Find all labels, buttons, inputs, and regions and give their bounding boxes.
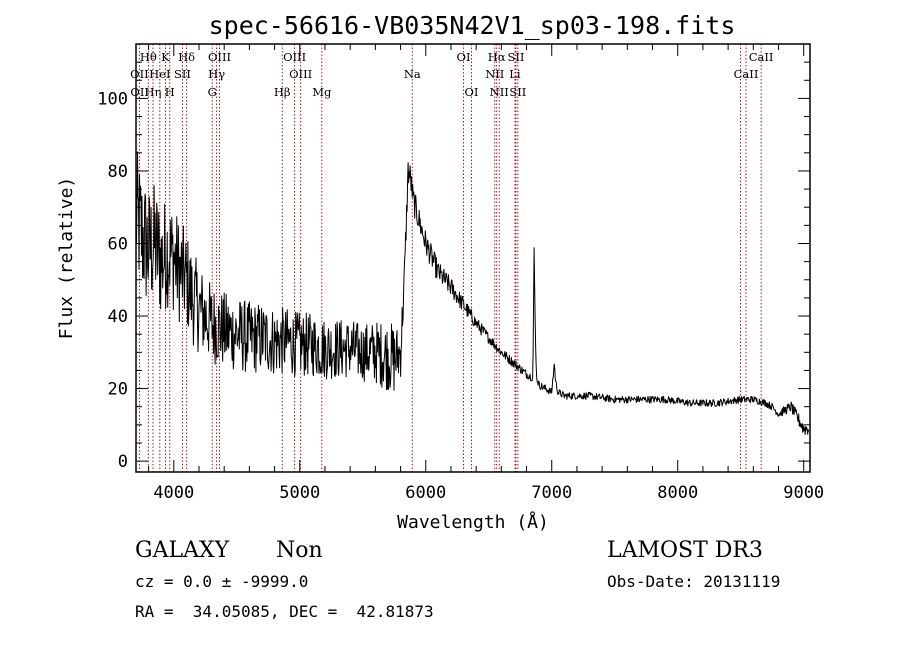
spectral-line-label: Hγ bbox=[208, 67, 225, 81]
spectral-line-label: Hβ bbox=[274, 85, 291, 99]
spectral-line-label: CaII bbox=[734, 67, 759, 81]
spectral-line-label: OII bbox=[130, 85, 149, 99]
y-tick-label: 0 bbox=[118, 452, 128, 472]
y-tick-label: 20 bbox=[108, 380, 128, 400]
spectral-line-label: NII bbox=[485, 67, 504, 81]
spectral-line-label: Hδ bbox=[178, 50, 195, 64]
spectral-line-label: OIII bbox=[283, 50, 306, 64]
spectral-line-label: HeI bbox=[149, 67, 170, 81]
x-tick-label: 4000 bbox=[153, 483, 194, 503]
x-tick-label: 6000 bbox=[405, 483, 446, 503]
spectral-line-label: NII bbox=[490, 85, 509, 99]
axis-ticks: 4000 5000 6000 7000 8000 9000 0 20 40 60 80 100 bbox=[97, 44, 824, 503]
coordinates-line: RA = 34.05085, DEC = 42.81873 bbox=[135, 602, 434, 621]
spectral-line-label: K bbox=[161, 50, 170, 64]
y-tick-label: 80 bbox=[108, 162, 128, 182]
spectral-line-label: H bbox=[165, 85, 175, 99]
x-tick-label: 5000 bbox=[279, 483, 320, 503]
spectral-line-markers bbox=[138, 44, 762, 472]
x-axis-label: Wavelength (Å) bbox=[397, 511, 549, 533]
spectral-line-label: Na bbox=[404, 67, 421, 81]
observation-date: Obs-Date: 20131119 bbox=[607, 572, 781, 591]
y-tick-label: 100 bbox=[97, 89, 128, 109]
spectral-line-label: OIII bbox=[208, 50, 231, 64]
spectral-line-label: G bbox=[208, 85, 217, 99]
redshift-line: cz = 0.0 ± -9999.0 bbox=[135, 572, 309, 591]
x-tick-label: 7000 bbox=[531, 483, 572, 503]
spectrum-trace bbox=[135, 151, 810, 435]
spectral-line-label: SII bbox=[174, 67, 191, 81]
object-subclass: Non bbox=[276, 538, 323, 563]
spectral-line-label: Mg bbox=[312, 85, 332, 99]
spectral-line-label: SII bbox=[509, 85, 526, 99]
spectral-line-label: OII bbox=[130, 67, 149, 81]
survey-name: LAMOST DR3 bbox=[607, 538, 763, 563]
spectrum-line bbox=[135, 151, 810, 435]
spectral-line-label: OI bbox=[457, 50, 471, 64]
plot-frame bbox=[135, 43, 811, 473]
y-tick-label: 40 bbox=[108, 307, 128, 327]
y-tick-label: 60 bbox=[108, 234, 128, 254]
spectral-line-label: Hα bbox=[488, 50, 506, 64]
x-tick-label: 8000 bbox=[657, 483, 698, 503]
spectral-line-label: Hθ bbox=[140, 50, 157, 64]
spectral-line-label: Hη bbox=[145, 85, 162, 99]
spectral-line-label: OI bbox=[464, 85, 478, 99]
spectral-line-label: CaII bbox=[749, 50, 774, 64]
chart-title: spec-56616-VB035N42V1_sp03-198.fits bbox=[209, 11, 736, 40]
object-class: GALAXY bbox=[135, 538, 230, 563]
x-tick-label: 9000 bbox=[783, 483, 824, 503]
y-axis-label: Flux (relative) bbox=[56, 177, 77, 340]
spectral-line-label: Li bbox=[509, 67, 521, 81]
spectral-line-label: SII bbox=[507, 50, 524, 64]
spectral-line-label: OIII bbox=[289, 67, 312, 81]
